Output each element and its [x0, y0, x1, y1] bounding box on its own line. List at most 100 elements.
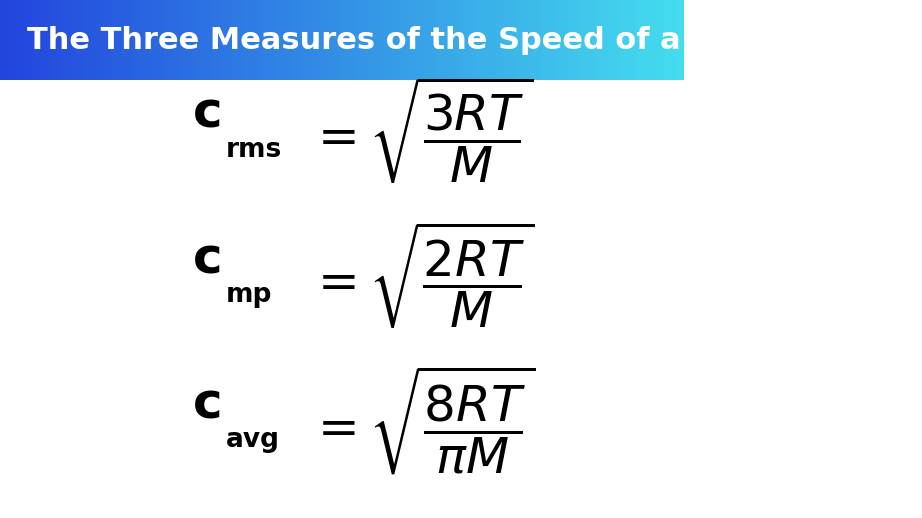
Bar	[528, 0, 532, 80]
Bar	[110, 0, 112, 80]
Bar	[369, 0, 372, 80]
Bar	[643, 0, 645, 80]
Bar	[217, 0, 219, 80]
Bar	[401, 0, 404, 80]
Bar	[353, 0, 356, 80]
Bar	[460, 0, 464, 80]
Bar	[28, 0, 30, 80]
Bar	[166, 0, 170, 80]
Bar	[322, 0, 325, 80]
Bar	[135, 0, 137, 80]
Bar	[265, 0, 267, 80]
Bar	[169, 0, 171, 80]
Bar	[540, 0, 543, 80]
Bar	[378, 0, 382, 80]
Bar	[520, 0, 523, 80]
Bar	[629, 0, 632, 80]
Bar	[178, 0, 181, 80]
Bar	[180, 0, 183, 80]
Bar	[367, 0, 370, 80]
Bar	[420, 0, 422, 80]
Bar	[585, 0, 588, 80]
Bar	[633, 0, 636, 80]
Bar	[661, 0, 664, 80]
Bar	[421, 0, 425, 80]
Bar	[610, 0, 614, 80]
Bar	[658, 0, 662, 80]
Bar	[299, 0, 301, 80]
Bar	[333, 0, 336, 80]
Bar	[358, 0, 361, 80]
Bar	[235, 0, 238, 80]
Bar	[620, 0, 623, 80]
Bar	[77, 0, 80, 80]
Bar	[310, 0, 313, 80]
Bar	[381, 0, 384, 80]
Bar	[158, 0, 160, 80]
Bar	[313, 0, 315, 80]
Bar	[417, 0, 420, 80]
Bar	[551, 0, 554, 80]
Bar	[545, 0, 548, 80]
Bar	[123, 0, 126, 80]
Bar	[155, 0, 158, 80]
Bar	[412, 0, 416, 80]
Bar	[243, 0, 247, 80]
Bar	[319, 0, 322, 80]
Bar	[66, 0, 69, 80]
Bar	[192, 0, 195, 80]
Bar	[207, 0, 210, 80]
Bar	[396, 0, 399, 80]
Bar	[670, 0, 673, 80]
Bar	[130, 0, 133, 80]
Bar	[399, 0, 402, 80]
Bar	[6, 0, 10, 80]
Bar	[624, 0, 628, 80]
Bar	[280, 0, 283, 80]
Bar	[203, 0, 206, 80]
Bar	[469, 0, 472, 80]
Bar	[198, 0, 201, 80]
Bar	[127, 0, 131, 80]
Bar	[604, 0, 607, 80]
Bar	[294, 0, 297, 80]
Bar	[141, 0, 144, 80]
Bar	[361, 0, 363, 80]
Bar	[666, 0, 668, 80]
Bar	[144, 0, 147, 80]
Bar	[681, 0, 684, 80]
Bar	[209, 0, 213, 80]
Bar	[34, 0, 37, 80]
Bar	[455, 0, 459, 80]
Bar	[481, 0, 484, 80]
Bar	[638, 0, 641, 80]
Bar	[424, 0, 427, 80]
Bar	[212, 0, 215, 80]
Bar	[194, 0, 196, 80]
Bar	[219, 0, 222, 80]
Text: $= \sqrt{\dfrac{8RT}{\pi M}}$: $= \sqrt{\dfrac{8RT}{\pi M}}$	[308, 363, 535, 476]
Bar	[675, 0, 678, 80]
Bar	[96, 0, 99, 80]
Text: $= \sqrt{\dfrac{3RT}{M}}$: $= \sqrt{\dfrac{3RT}{M}}$	[308, 74, 533, 185]
Bar	[572, 0, 575, 80]
Bar	[228, 0, 230, 80]
Bar	[349, 0, 351, 80]
Bar	[472, 0, 475, 80]
Bar	[308, 0, 311, 80]
Bar	[160, 0, 162, 80]
Bar	[499, 0, 502, 80]
Bar	[317, 0, 320, 80]
Bar	[376, 0, 379, 80]
Bar	[80, 0, 83, 80]
Text: c: c	[193, 235, 222, 283]
Bar	[602, 0, 605, 80]
Bar	[9, 0, 12, 80]
Bar	[18, 0, 21, 80]
Bar	[162, 0, 165, 80]
Bar	[440, 0, 443, 80]
Bar	[677, 0, 680, 80]
Bar	[356, 0, 359, 80]
Bar	[139, 0, 142, 80]
Bar	[344, 0, 347, 80]
